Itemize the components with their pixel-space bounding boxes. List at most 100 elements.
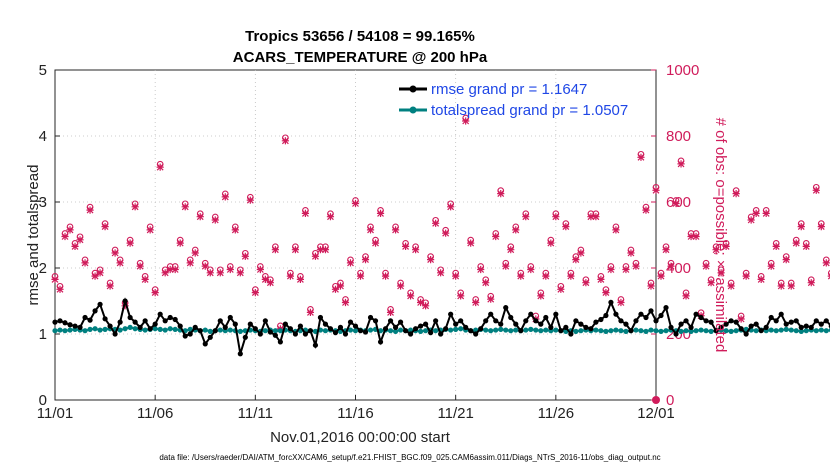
rmse-point [182,333,188,339]
rmse-point [202,341,208,347]
rmse-point [352,323,359,329]
rmse-point [67,322,73,328]
totalspread-point [82,328,88,334]
totalspread-point [708,328,714,334]
obs-assimilated-marker [66,226,74,234]
y-right-tick-label: 1000 [666,62,699,79]
obs-assimilated-marker [366,226,375,234]
totalspread-point [392,328,399,334]
totalspread-point [87,326,93,332]
obs-assimilated-marker [336,282,345,290]
rmse-point [673,331,679,337]
rmse-point [147,326,153,332]
totalspread-point [202,327,208,333]
rmse-point [372,318,379,324]
rmse-point [653,318,659,324]
rmse-point [242,334,248,340]
obs-assimilated-marker [437,269,445,277]
rmse-point [282,321,288,327]
totalspread-point [643,328,649,334]
rmse-point [453,321,459,327]
totalspread-point [648,327,654,333]
obs-assimilated-marker [797,223,805,231]
totalspread-point [493,327,499,333]
totalspread-point [818,327,824,333]
footnote: data file: /Users/raeder/DAI/ATM_forcXX/… [159,453,660,462]
obs-assimilated-marker [612,226,620,234]
obs-assimilated-marker [121,302,129,310]
rmse-point [367,314,374,321]
rmse-point [493,318,499,324]
legend: rmse grand pr = 1.1647 totalspread grand… [399,81,628,119]
rmse-point [222,324,228,330]
rmse-point [212,328,218,334]
y-tick-label: 1 [39,326,47,343]
obs-assimilated-marker [326,213,335,221]
obs-assimilated-marker [81,259,89,267]
totalspread-point [172,326,178,332]
rmse-point [593,319,599,325]
totalspread-point [207,328,213,334]
rmse-point [402,328,409,334]
obs-assimilated-marker [572,256,580,264]
obs-assimilated-marker [101,223,109,231]
totalspread-point [573,328,579,334]
obs-assimilated-marker [622,265,630,274]
totalspread-point [52,328,58,334]
rmse-point [287,326,293,332]
rmse-point [397,319,404,325]
rmse-point [117,319,123,325]
obs-assimilated-marker [452,272,460,280]
totalspread-point [67,327,73,333]
obs-assimilated-marker [166,265,174,274]
obs-assimilated-marker [537,292,545,300]
obs-assimilated-marker [662,246,670,254]
obs-assimilated-marker [747,216,755,224]
obs-assimilated-marker [146,226,154,234]
obs-assimilated-marker [467,239,475,247]
obs-assimilated-marker [211,216,219,224]
rmse-point [763,324,769,330]
totalspread-point [703,328,709,334]
obs-assimilated-marker [131,203,139,211]
totalspread-point [167,326,173,332]
totalspread-point [533,327,539,333]
obs-assimilated-marker [517,272,525,280]
totalspread-point [593,327,599,333]
obs-assimilated-marker [777,282,785,290]
obs-assimilated-marker [427,256,435,264]
obs-assimilated-marker [226,265,234,274]
obs-assimilated-marker [346,259,355,267]
obs-assimilated-marker [186,259,194,267]
totalspread-point [262,328,268,334]
rmse-point [773,318,779,324]
totalspread-point [132,326,138,332]
obs-assimilated-marker [682,292,690,300]
obs-assimilated-marker [732,190,740,198]
obs-zero-marker [652,396,660,404]
obs-assimilated-marker [91,272,99,280]
rmse-point [713,328,719,334]
totalspread-point [513,327,519,333]
rmse-point [272,332,278,338]
totalspread-point [367,327,374,333]
rmse-point [77,324,83,330]
obs-assimilated-marker [311,252,320,260]
obs-assimilated-marker [772,242,780,250]
rmse-point [623,321,629,327]
totalspread-point [322,328,329,334]
obs-assimilated-marker [141,275,149,283]
rmse-point [618,318,624,324]
obs-assimilated-marker [792,239,800,247]
obs-assimilated-marker [447,203,455,211]
plot-area [54,69,657,401]
totalspread-point [528,326,534,332]
rmse-point [813,318,819,324]
rmse-point [723,321,729,327]
rmse-point [468,328,474,334]
rmse-point [738,326,744,332]
rmse-point [528,311,534,317]
obs-assimilated-marker [617,298,625,307]
obs-assimilated-marker [417,298,425,307]
totalspread-point [102,326,108,332]
